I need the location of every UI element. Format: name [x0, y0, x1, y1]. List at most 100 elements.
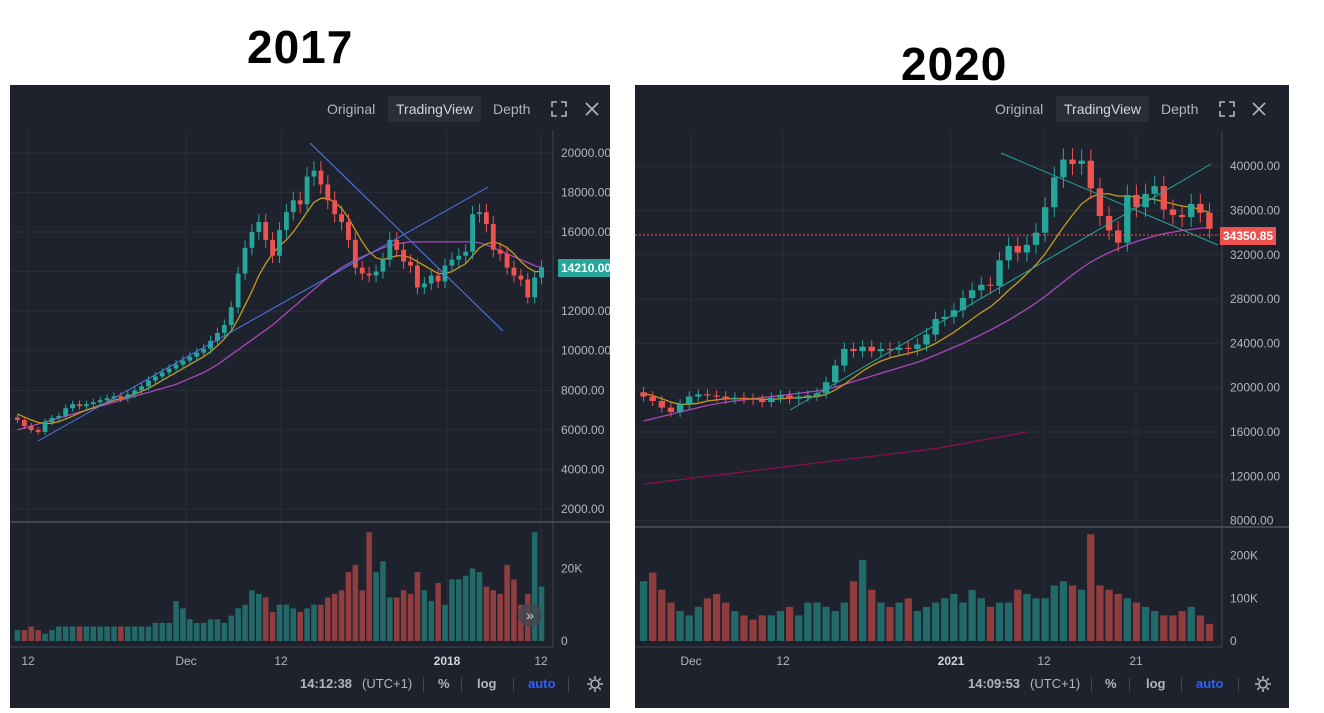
candle [442, 265, 448, 282]
fullscreen-icon[interactable] [1217, 99, 1237, 119]
log-toggle[interactable]: log [477, 676, 497, 691]
candle [483, 212, 489, 225]
candle [497, 249, 503, 254]
candle [749, 398, 757, 400]
candle [139, 386, 144, 391]
candle [352, 239, 358, 268]
candle [256, 222, 262, 232]
volume-bar [1032, 598, 1040, 641]
candle [373, 271, 379, 276]
trendline-up [37, 186, 489, 442]
volume-bar [1114, 594, 1122, 641]
candle [228, 307, 234, 326]
volume-bar [76, 626, 83, 641]
candle [1206, 212, 1213, 229]
candle [704, 394, 711, 396]
tab-original[interactable]: Original [327, 101, 376, 117]
x-tick-label: Dec [175, 654, 196, 668]
clock-time: 14:09:53 [968, 676, 1021, 691]
volume-bar [740, 615, 748, 641]
candle [152, 376, 158, 381]
candle [686, 396, 693, 405]
close-icon[interactable] [582, 99, 602, 119]
candle [941, 316, 948, 320]
tab-depth[interactable]: Depth [493, 101, 531, 117]
candle [77, 404, 82, 407]
volume-bar [1205, 623, 1214, 641]
candle [905, 347, 912, 349]
volume-bar [476, 572, 483, 641]
volume-bar [338, 590, 345, 641]
volume-bar [49, 630, 55, 641]
candle [786, 395, 793, 399]
candlestick-chart-2017[interactable]: 20000.0018000.0016000.0014000.0012000.00… [10, 85, 610, 708]
candle [532, 277, 538, 298]
volume-bar [256, 593, 262, 641]
candle [886, 348, 894, 351]
candle [640, 392, 647, 397]
volume-bar [1178, 611, 1186, 641]
percent-toggle[interactable]: % [1105, 676, 1117, 691]
candle [235, 273, 241, 308]
candle [795, 396, 802, 399]
log-toggle[interactable]: log [1146, 676, 1166, 691]
volume-bar [667, 602, 675, 641]
volume-bar [831, 611, 839, 641]
volume-bar [111, 626, 117, 641]
candle [435, 275, 441, 282]
auto-toggle[interactable]: auto [528, 676, 556, 691]
candle [832, 365, 839, 383]
candle [504, 253, 510, 268]
gear-icon[interactable] [585, 674, 605, 694]
volume-bar [676, 611, 684, 641]
auto-toggle[interactable]: auto [1196, 676, 1224, 691]
divider [568, 677, 569, 692]
tab-depth[interactable]: Depth [1161, 101, 1199, 117]
candle [83, 404, 89, 407]
candle [525, 279, 531, 298]
gear-icon[interactable] [1253, 674, 1273, 694]
candle [1069, 159, 1076, 165]
candle [1014, 245, 1021, 253]
candle [1096, 188, 1104, 217]
candle [511, 267, 517, 276]
candle [658, 400, 666, 408]
candle [1114, 230, 1122, 243]
candle [283, 212, 289, 230]
volume-bar [497, 593, 503, 641]
volume-bar [722, 602, 730, 641]
candle [159, 372, 165, 377]
volume-bar [359, 590, 366, 641]
candlestick-chart-2020[interactable]: 40000.00 36000.00 32000.00 28000.00 24000.00… [635, 85, 1289, 708]
candle [318, 170, 324, 185]
volume-bar [685, 615, 693, 641]
volume-bar [1068, 585, 1077, 641]
candle [822, 382, 830, 394]
percent-toggle[interactable]: % [438, 676, 450, 691]
candle [125, 394, 131, 399]
candle [1051, 177, 1058, 208]
y-tick-label: 8000.00 [561, 383, 605, 397]
trendline-down [1000, 152, 1219, 246]
volume-bar [345, 572, 352, 641]
candle [950, 310, 958, 317]
tab-tradingview[interactable]: TradingView [388, 96, 482, 122]
volume-bar [125, 626, 131, 641]
volume-bar [822, 606, 830, 641]
volume-bar [407, 593, 414, 641]
candle [35, 429, 41, 432]
title-2020: 2020 [901, 38, 1008, 90]
volume-bar [56, 626, 62, 641]
tab-original[interactable]: Original [995, 101, 1044, 117]
tab-tradingview[interactable]: TradingView [1056, 96, 1150, 122]
timezone[interactable]: (UTC+1) [1030, 676, 1081, 691]
candle [539, 267, 544, 278]
timezone[interactable]: (UTC+1) [362, 676, 413, 691]
candle [421, 283, 427, 288]
y-tick-label: 16000.00 [561, 225, 610, 239]
fullscreen-icon[interactable] [549, 99, 569, 119]
candle [695, 394, 702, 397]
volume-bar [180, 608, 186, 641]
candle [359, 267, 365, 274]
close-icon[interactable] [1249, 99, 1269, 119]
